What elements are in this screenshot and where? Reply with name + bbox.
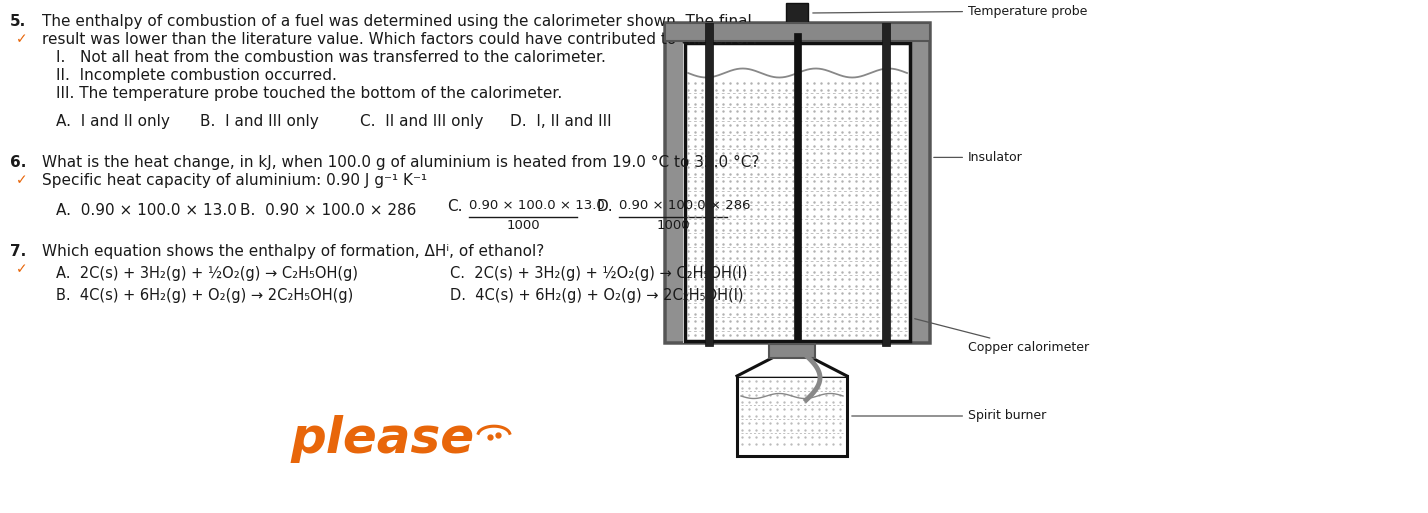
Text: A.  2C(s) + 3H₂(g) + ½O₂(g) → C₂H₅OH(g): A. 2C(s) + 3H₂(g) + ½O₂(g) → C₂H₅OH(g) — [56, 266, 358, 281]
Bar — [685, 43, 910, 341]
Text: 5.: 5. — [10, 14, 26, 29]
Text: B.  4C(s) + 6H₂(g) + O₂(g) → 2C₂H₅OH(g): B. 4C(s) + 6H₂(g) + O₂(g) → 2C₂H₅OH(g) — [56, 288, 353, 303]
Text: Temperature probe: Temperature probe — [813, 5, 1087, 17]
Polygon shape — [737, 358, 847, 376]
Bar — [737, 376, 847, 456]
Text: B.  0.90 × 100.0 × 286: B. 0.90 × 100.0 × 286 — [240, 203, 417, 218]
Text: II.  Incomplete combustion occurred.: II. Incomplete combustion occurred. — [56, 68, 337, 83]
Bar — [665, 23, 930, 41]
Text: C.  II and III only: C. II and III only — [360, 114, 483, 129]
Text: What is the heat change, in kJ, when 100.0 g of aluminium is heated from 19.0 °C: What is the heat change, in kJ, when 100… — [41, 155, 760, 170]
Text: III. The temperature probe touched the bottom of the calorimeter.: III. The temperature probe touched the b… — [56, 86, 563, 101]
Text: ✓: ✓ — [16, 32, 27, 46]
Text: result was lower than the literature value. Which factors could have contributed: result was lower than the literature val… — [41, 32, 760, 47]
Text: 6.: 6. — [10, 155, 26, 170]
Bar — [770, 344, 815, 358]
Bar — [785, 3, 808, 33]
Text: D.  I, II and III: D. I, II and III — [510, 114, 611, 129]
Bar — [883, 23, 890, 346]
Text: Which equation shows the enthalpy of formation, ΔHⁱ, of ethanol?: Which equation shows the enthalpy of for… — [41, 244, 544, 259]
Text: Spirit burner: Spirit burner — [851, 409, 1047, 423]
Text: The enthalpy of combustion of a fuel was determined using the calorimeter shown.: The enthalpy of combustion of a fuel was… — [41, 14, 751, 29]
Text: Copper calorimeter: Copper calorimeter — [915, 319, 1090, 354]
Text: 0.90 × 100.0 × 286: 0.90 × 100.0 × 286 — [618, 199, 751, 212]
Bar — [705, 23, 713, 346]
Bar — [683, 41, 912, 343]
Text: ✓: ✓ — [16, 173, 27, 187]
Text: C.  2C(s) + 3H₂(g) + ½O₂(g) → C₂H₅OH(l): C. 2C(s) + 3H₂(g) + ½O₂(g) → C₂H₅OH(l) — [450, 266, 747, 281]
Text: 0.90 × 100.0 × 13.0: 0.90 × 100.0 × 13.0 — [468, 199, 604, 212]
FancyBboxPatch shape — [665, 23, 930, 343]
Text: 1000: 1000 — [657, 219, 690, 232]
Text: please: please — [290, 415, 474, 463]
Text: I.   Not all heat from the combustion was transferred to the calorimeter.: I. Not all heat from the combustion was … — [56, 50, 605, 65]
Text: B.  I and III only: B. I and III only — [200, 114, 318, 129]
Bar — [794, 33, 801, 341]
Text: A.  I and II only: A. I and II only — [56, 114, 170, 129]
Text: D.: D. — [597, 199, 614, 214]
Text: 7.: 7. — [10, 244, 26, 259]
Text: Specific heat capacity of aluminium: 0.90 J g⁻¹ K⁻¹: Specific heat capacity of aluminium: 0.9… — [41, 173, 427, 188]
Text: A.  0.90 × 100.0 × 13.0: A. 0.90 × 100.0 × 13.0 — [56, 203, 237, 218]
Text: C.: C. — [447, 199, 463, 214]
Text: ✓: ✓ — [16, 262, 27, 276]
Text: 1000: 1000 — [506, 219, 540, 232]
Text: D.  4C(s) + 6H₂(g) + O₂(g) → 2C₂H₅OH(l): D. 4C(s) + 6H₂(g) + O₂(g) → 2C₂H₅OH(l) — [450, 288, 744, 303]
Text: Insulator: Insulator — [934, 151, 1022, 164]
